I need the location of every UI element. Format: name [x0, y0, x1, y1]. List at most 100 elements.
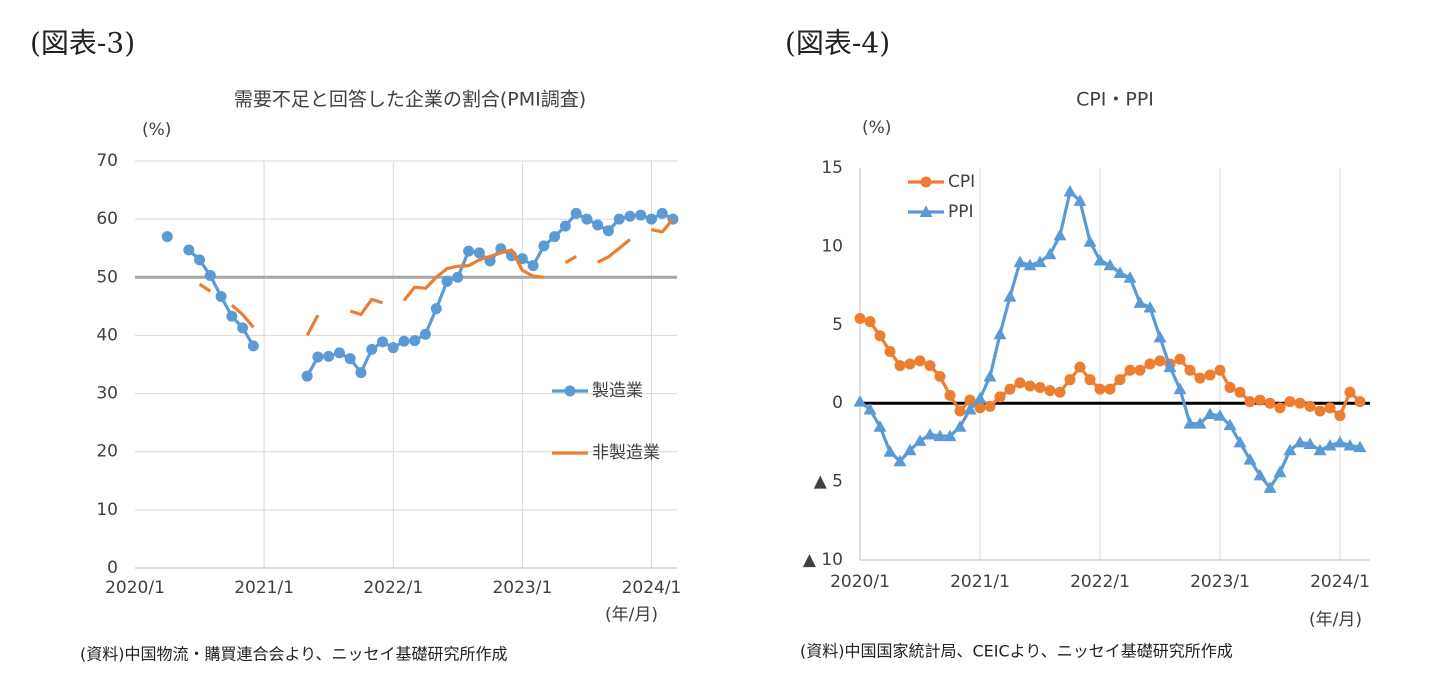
- marker: [312, 351, 324, 363]
- marker: [333, 347, 345, 359]
- marker: [1204, 369, 1216, 381]
- marker: [559, 220, 571, 232]
- marker: [592, 219, 604, 231]
- y-tick-label: 50: [96, 267, 118, 287]
- marker: [538, 240, 550, 252]
- marker: [420, 328, 432, 340]
- x-unit: (年/月): [1309, 610, 1362, 630]
- marker: [516, 253, 528, 265]
- marker: [1333, 435, 1347, 448]
- x-tick-label: 2021/1: [234, 578, 294, 598]
- x-tick-label: 2020/1: [830, 572, 890, 592]
- chart-title: 需要不足と回答した企業の割合(PMI調査): [234, 89, 586, 111]
- marker: [1213, 409, 1227, 421]
- marker: [398, 335, 410, 347]
- marker: [1163, 360, 1177, 373]
- marker: [1264, 397, 1276, 409]
- marker: [323, 350, 335, 362]
- source: (資料)中国国家統計局、CEICより、ニッセイ基礎研究所作成: [800, 642, 1233, 661]
- marker: [1023, 258, 1037, 271]
- marker: [1294, 397, 1306, 409]
- y-tick-label: 10: [96, 500, 118, 520]
- marker: [1243, 453, 1257, 465]
- x-tick-label: 2023/1: [492, 578, 552, 598]
- marker: [1113, 266, 1127, 279]
- marker: [1353, 440, 1367, 453]
- marker: [1263, 481, 1277, 493]
- marker: [994, 391, 1006, 403]
- y-unit: (%): [862, 118, 891, 138]
- marker: [1124, 364, 1136, 376]
- y-unit: (%): [142, 120, 171, 140]
- marker: [1184, 364, 1196, 376]
- marker: [1154, 355, 1166, 367]
- marker: [1133, 296, 1147, 308]
- marker: [1274, 402, 1286, 414]
- marker: [993, 327, 1007, 340]
- y-tick-label: 10: [821, 236, 843, 256]
- marker: [904, 358, 916, 370]
- series-line: [859, 189, 1361, 490]
- marker: [1114, 374, 1126, 386]
- legend-label: 非製造業: [592, 443, 660, 463]
- marker: [1004, 383, 1016, 395]
- marker: [924, 360, 936, 372]
- marker: [376, 336, 388, 348]
- marker: [1293, 435, 1307, 448]
- marker: [183, 244, 195, 256]
- marker: [613, 213, 625, 225]
- marker: [1254, 394, 1266, 406]
- marker: [903, 443, 917, 456]
- legend-label: PPI: [948, 202, 974, 222]
- marker: [913, 434, 927, 446]
- y-tick-label: 60: [96, 209, 118, 229]
- marker: [884, 345, 896, 357]
- y-tick-label: 70: [96, 151, 118, 171]
- marker: [1064, 374, 1076, 386]
- marker: [943, 429, 957, 442]
- marker: [301, 370, 313, 382]
- marker: [1063, 185, 1077, 197]
- marker: [1304, 400, 1316, 412]
- x-tick-label: 2020/1: [105, 578, 165, 598]
- marker: [933, 429, 947, 442]
- marker: [387, 342, 399, 354]
- marker: [953, 420, 967, 432]
- marker: [215, 290, 227, 302]
- marker: [1313, 443, 1327, 456]
- marker: [473, 247, 485, 259]
- marker: [1343, 439, 1357, 451]
- y-tick-label: 40: [96, 325, 118, 345]
- marker: [914, 355, 926, 367]
- y-tick-label: 15: [821, 158, 843, 178]
- marker: [1084, 374, 1096, 386]
- marker: [1034, 382, 1046, 394]
- marker: [1234, 386, 1246, 398]
- marker: [1324, 402, 1336, 414]
- marker: [1314, 405, 1326, 417]
- y-tick-label: 5: [832, 315, 843, 335]
- marker: [1233, 435, 1247, 448]
- marker: [1174, 353, 1186, 365]
- marker: [944, 389, 956, 401]
- y-tick-label: ▲ 5: [814, 472, 843, 492]
- marker: [1173, 382, 1187, 395]
- marker: [1303, 437, 1317, 449]
- marker: [355, 367, 367, 379]
- marker: [527, 260, 539, 272]
- y-tick-label: ▲ 10: [803, 550, 843, 570]
- marker: [1253, 468, 1267, 481]
- x-tick-label: 2022/1: [363, 578, 423, 598]
- marker: [923, 428, 937, 440]
- marker: [919, 205, 933, 217]
- marker: [1224, 382, 1236, 394]
- marker: [1074, 361, 1086, 373]
- marker: [1244, 396, 1256, 408]
- marker: [366, 343, 378, 355]
- marker: [1354, 396, 1366, 408]
- marker: [1284, 396, 1296, 408]
- marker: [1153, 330, 1167, 343]
- marker: [1094, 383, 1106, 395]
- marker: [1033, 255, 1047, 268]
